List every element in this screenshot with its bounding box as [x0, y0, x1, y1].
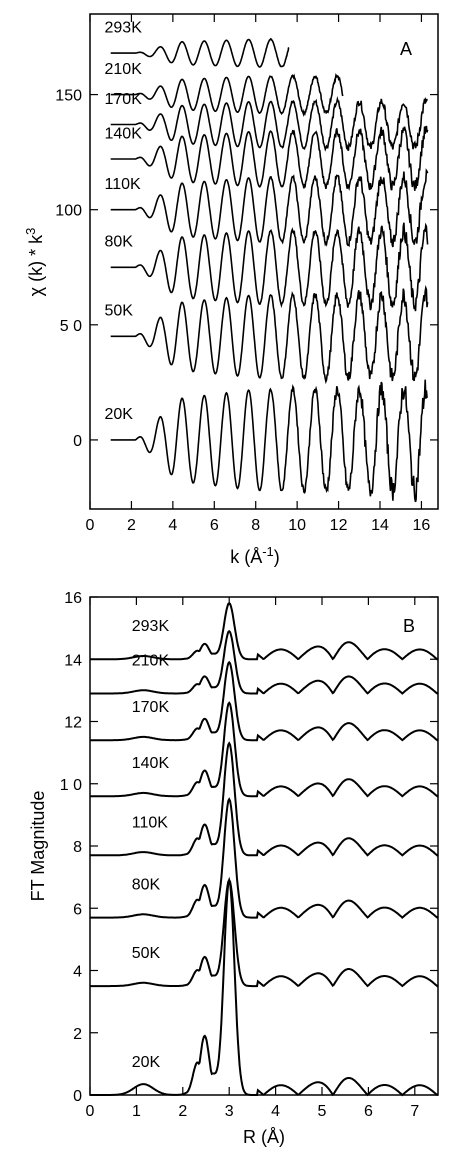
panel-a-xlabel-main: k (Å: [230, 547, 262, 567]
x-tick-label: 2: [127, 517, 136, 534]
y-tick-label: 0: [73, 433, 82, 450]
panel-b-series-labels: 293K 210K 170K 140K 110K 80K 50K 20K: [132, 618, 170, 1071]
series-label: 293K: [132, 618, 170, 635]
series-label: 170K: [132, 699, 170, 716]
x-tick-label: 16: [413, 517, 431, 534]
series-label: 170K: [105, 91, 143, 108]
x-tick-label: 4: [168, 517, 177, 534]
series-label: 210K: [132, 652, 170, 669]
y-tick-label: 4: [73, 964, 82, 981]
series-line: [110, 125, 429, 191]
panel-a-letter: A: [400, 39, 412, 59]
series-line: [90, 701, 439, 798]
series-label: 140K: [132, 755, 170, 772]
x-tick-label: 0: [86, 517, 95, 534]
series-label: 20K: [132, 1054, 161, 1071]
x-tick-label: 8: [251, 517, 260, 534]
series-label: 293K: [105, 19, 143, 36]
panel-a-x-axis-label: k (Å-1): [230, 544, 280, 567]
series-line: [90, 797, 439, 919]
x-tick-label: 5: [318, 1103, 327, 1120]
y-tick-label: 5 0: [60, 318, 82, 335]
series-line: [90, 629, 439, 695]
series-line: [90, 601, 439, 661]
x-tick-label: 10: [288, 517, 306, 534]
series-label: 50K: [132, 945, 161, 962]
y-tick-label: 14: [64, 652, 82, 669]
panel-a-y-axis-label: χ (k) * k3: [23, 228, 46, 297]
x-tick-label: 1: [132, 1103, 141, 1120]
y-tick-label: 100: [55, 203, 82, 220]
series-line: [90, 878, 439, 988]
x-tick-label: 6: [364, 1103, 373, 1120]
series-line: [110, 222, 429, 312]
series-line: [110, 284, 429, 385]
series-label: 50K: [105, 303, 134, 320]
panel-a-xlabel-end: ): [274, 547, 280, 567]
x-tick-label: 0: [86, 1103, 95, 1120]
x-tick-label: 2: [178, 1103, 187, 1120]
x-tick-label: 4: [271, 1103, 280, 1120]
y-tick-label: 12: [64, 715, 82, 732]
panel-a-ylabel-sup: 3: [23, 228, 38, 235]
series-label: 140K: [105, 125, 143, 142]
y-tick-label: 2: [73, 1026, 82, 1043]
x-tick-label: 3: [225, 1103, 234, 1120]
series-label: 110K: [132, 814, 169, 831]
series-line: [90, 876, 439, 1097]
series-line: [110, 379, 428, 503]
panel-a-ylabel-main: χ (k) * k: [26, 234, 46, 296]
series-label: 210K: [105, 61, 143, 78]
series-line: [90, 741, 439, 857]
panel-a-series: [110, 37, 429, 503]
x-tick-label: 6: [210, 517, 219, 534]
x-tick-label: 14: [371, 517, 389, 534]
series-line: [90, 660, 439, 742]
x-tick-label: 12: [330, 517, 348, 534]
series-label: 80K: [132, 877, 161, 894]
y-tick-label: 6: [73, 901, 82, 918]
panel-b-x-axis-label: R (Å): [243, 1127, 285, 1147]
series-label: 80K: [105, 234, 134, 251]
y-tick-label: 150: [55, 88, 82, 105]
series-line: [110, 37, 290, 68]
series-label: 110K: [105, 176, 142, 193]
panel-b-series: [90, 601, 439, 1097]
series-label: 20K: [105, 406, 134, 423]
panel-a-series-labels: 293K 210K 170K 140K 110K 80K 50K 20K: [105, 19, 143, 423]
series-line: [110, 168, 429, 248]
panel-a-xlabel-sup: -1: [262, 544, 274, 559]
series-line: [110, 72, 344, 118]
y-tick-label: 0: [73, 1088, 82, 1105]
y-tick-label: 1 0: [60, 777, 82, 794]
y-tick-label: 8: [73, 839, 82, 856]
panel-a-frame: [89, 13, 439, 510]
panel-b-y-axis-label: FT Magnitude: [28, 791, 48, 902]
y-tick-label: 16: [64, 590, 82, 607]
series-line: [110, 96, 428, 152]
x-tick-label: 7: [410, 1103, 419, 1120]
panel-b-letter: B: [403, 616, 415, 636]
